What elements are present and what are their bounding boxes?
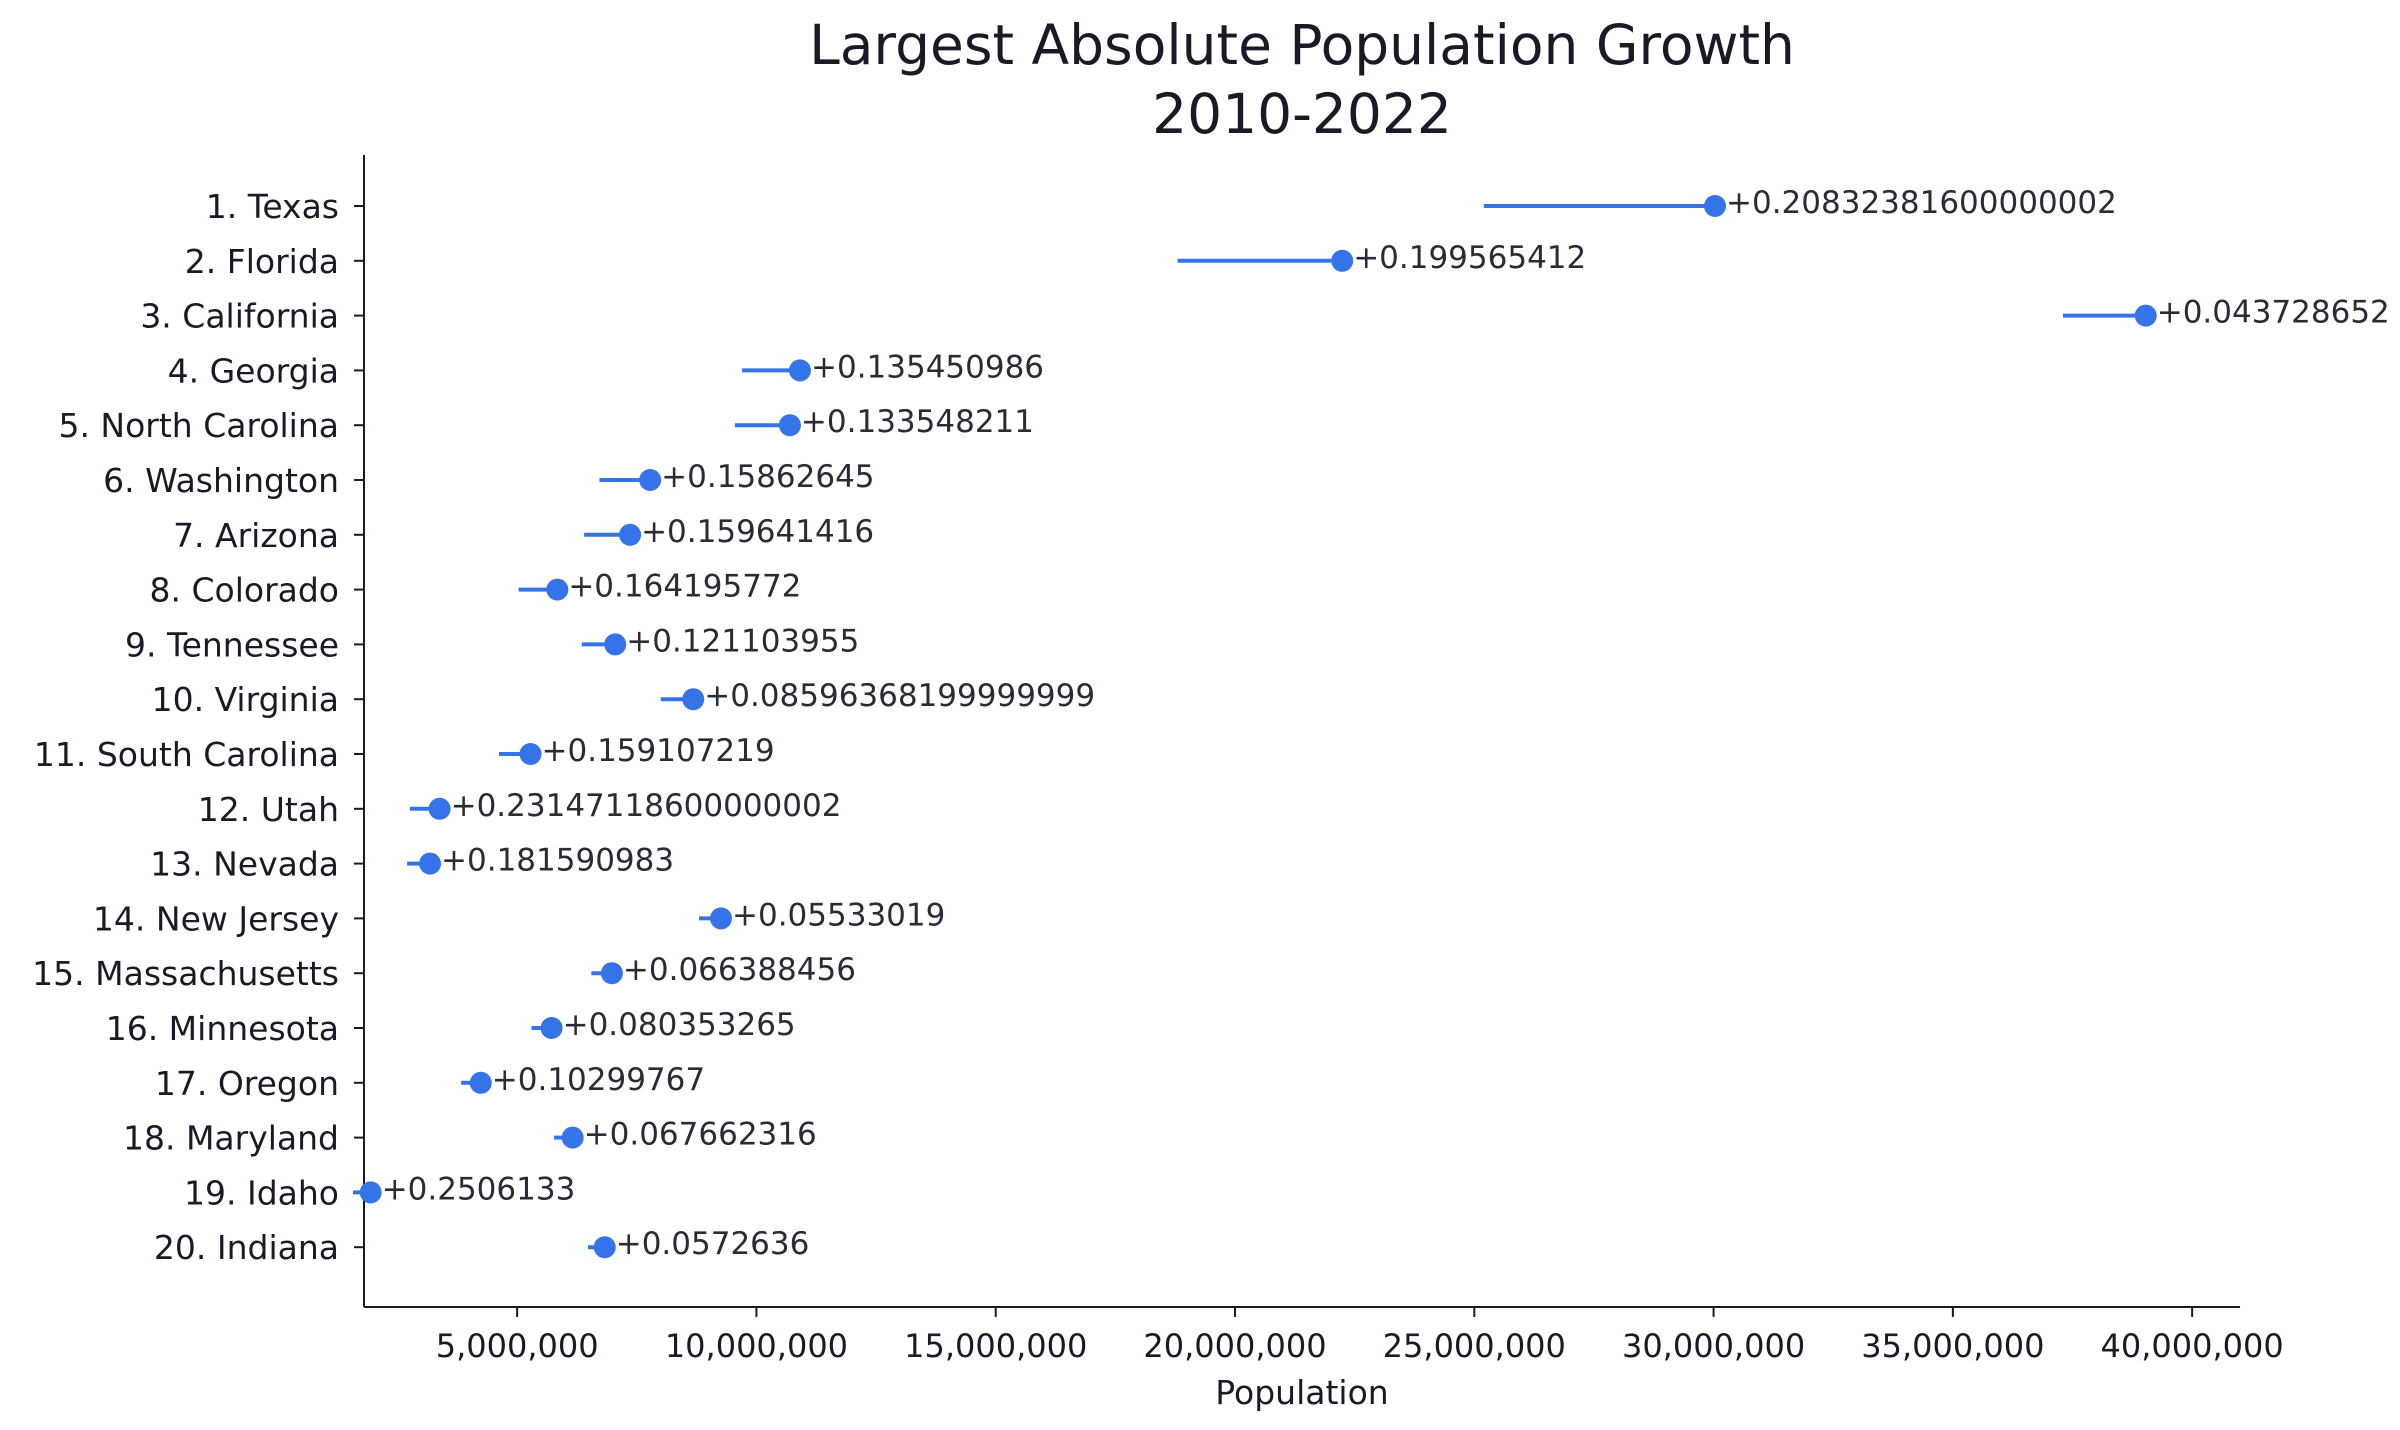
axes: 5,000,000 10,000,000 15,000,000 20,000,000 2… [32, 155, 2284, 1365]
category-label: 5. North Carolina [58, 406, 339, 445]
growth-data-label: +0.066388456 [623, 952, 856, 988]
x-tick-label: 40,000,000 [2101, 1327, 2284, 1365]
end-value-dot [561, 1126, 584, 1149]
end-value-dot [540, 1017, 563, 1039]
x-tick-label: 35,000,000 [1861, 1327, 2044, 1365]
growth-data-label: +0.15862645 [661, 459, 874, 495]
category-label: 14. New Jersey [93, 899, 339, 938]
end-value-dot [519, 743, 542, 765]
end-value-dot [788, 359, 811, 382]
growth-data-label: +0.164195772 [568, 569, 801, 605]
end-value-dot [1704, 195, 1727, 217]
category-label: 10. Virginia [152, 680, 339, 719]
end-value-dot [1331, 249, 1354, 272]
category-label: 12. Utah [198, 790, 339, 829]
growth-data-label: +0.121103955 [626, 623, 859, 659]
end-value-dot [619, 523, 642, 546]
category-label: 8. Colorado [150, 571, 340, 610]
x-axis-title: Population [1215, 1373, 1388, 1412]
end-value-dot [428, 797, 451, 820]
category-label: 18. Maryland [123, 1119, 339, 1158]
x-tick-label: 30,000,000 [1622, 1327, 1805, 1365]
end-value-dot [682, 688, 705, 711]
category-label: 16. Minnesota [106, 1009, 339, 1048]
growth-data-label: +0.043728652 [2157, 295, 2390, 331]
end-value-dot [604, 633, 627, 656]
end-value-dot [2134, 304, 2157, 327]
x-tick-label: 10,000,000 [665, 1327, 848, 1365]
end-value-dot [639, 469, 662, 491]
chart-title: Largest Absolute Population Growth [809, 13, 1795, 77]
end-value-dot [710, 907, 733, 930]
category-label: 4. Georgia [168, 351, 339, 390]
data-marks: +0.20832381600000002 +0.199565412 +0.04372… [352, 185, 2390, 1262]
category-label: 6. Washington [103, 461, 339, 500]
growth-data-label: +0.0572636 [616, 1226, 810, 1262]
growth-data-label: +0.2506133 [382, 1171, 576, 1207]
category-label: 9. Tennessee [125, 625, 339, 664]
growth-data-label: +0.159641416 [641, 514, 874, 550]
growth-data-label: +0.20832381600000002 [1726, 185, 2117, 221]
growth-data-label: +0.23147118600000002 [451, 788, 842, 824]
category-label: 20. Indiana [154, 1228, 339, 1267]
end-value-dot [359, 1181, 382, 1204]
category-label: 11. South Carolina [34, 735, 339, 774]
x-tick-label: 15,000,000 [904, 1327, 1087, 1365]
category-label: 1. Texas [206, 187, 339, 226]
end-value-dot [600, 962, 623, 985]
end-value-dot [469, 1071, 492, 1094]
growth-data-label: +0.133548211 [801, 404, 1034, 440]
x-tick-label: 5,000,000 [436, 1327, 599, 1365]
end-value-dot [778, 414, 801, 437]
category-label: 17. Oregon [155, 1064, 339, 1103]
end-value-dot [593, 1236, 616, 1259]
x-tick-label: 20,000,000 [1143, 1327, 1326, 1365]
category-label: 2. Florida [185, 242, 339, 281]
category-label: 15. Massachusetts [32, 954, 339, 993]
end-value-dot [546, 578, 569, 601]
growth-data-label: +0.199565412 [1353, 240, 1586, 276]
growth-data-label: +0.08596368199999999 [704, 678, 1095, 714]
x-tick-label: 25,000,000 [1383, 1327, 1566, 1365]
category-label: 19. Idaho [184, 1173, 339, 1212]
growth-data-label: +0.05533019 [732, 897, 945, 933]
growth-data-label: +0.181590983 [441, 843, 674, 879]
growth-data-label: +0.067662316 [584, 1117, 817, 1153]
category-label: 13. Nevada [150, 845, 339, 884]
growth-data-label: +0.135450986 [811, 349, 1044, 385]
chart-subtitle: 2010-2022 [1152, 82, 1452, 146]
growth-data-label: +0.159107219 [542, 733, 775, 769]
growth-data-label: +0.10299767 [492, 1062, 705, 1098]
category-label: 3. California [140, 297, 339, 336]
category-label: 7. Arizona [173, 516, 339, 555]
end-value-dot [419, 852, 442, 875]
growth-data-label: +0.080353265 [563, 1007, 796, 1043]
